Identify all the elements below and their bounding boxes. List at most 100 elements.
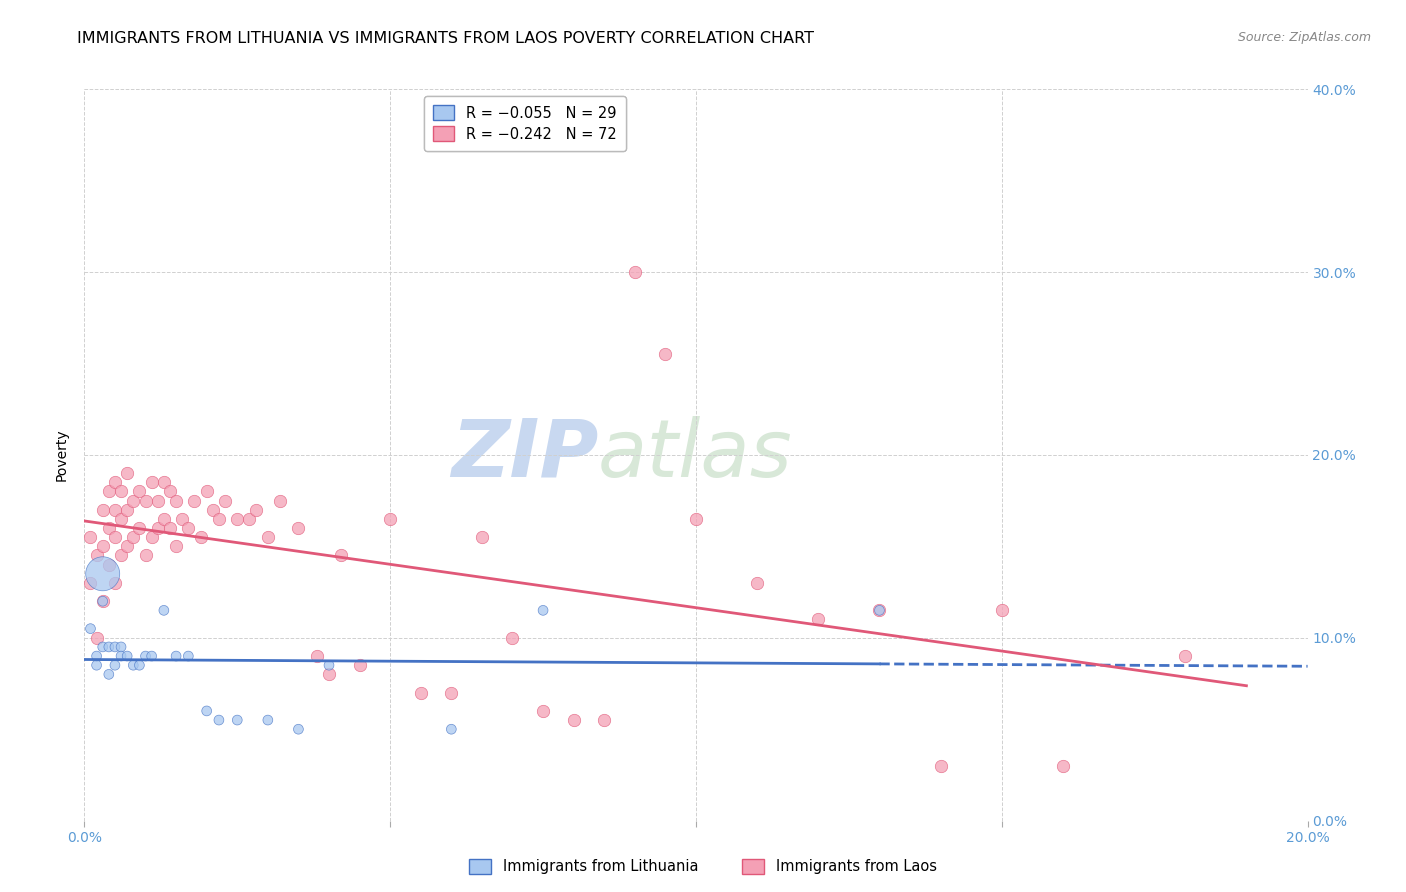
Point xyxy=(349,658,371,673)
Point xyxy=(318,658,340,673)
Point xyxy=(380,512,402,526)
Point xyxy=(929,758,952,772)
Point xyxy=(115,649,138,664)
Point xyxy=(79,622,101,636)
Point xyxy=(104,530,127,544)
Point xyxy=(165,649,187,664)
Point xyxy=(91,566,114,581)
Point xyxy=(122,530,145,544)
Point xyxy=(86,649,108,664)
Legend: R = −0.055   N = 29, R = −0.242   N = 72: R = −0.055 N = 29, R = −0.242 N = 72 xyxy=(423,96,626,151)
Point xyxy=(177,521,200,535)
Point xyxy=(122,658,145,673)
Point xyxy=(110,512,132,526)
Point xyxy=(214,493,236,508)
Point xyxy=(104,475,127,490)
Point xyxy=(869,603,891,617)
Point xyxy=(91,539,114,553)
Point xyxy=(531,603,554,617)
Point xyxy=(153,603,176,617)
Point xyxy=(593,713,616,727)
Text: ZIP: ZIP xyxy=(451,416,598,494)
Y-axis label: Poverty: Poverty xyxy=(55,429,69,481)
Point xyxy=(624,265,647,279)
Point xyxy=(104,503,127,517)
Point xyxy=(409,686,432,700)
Point xyxy=(471,530,494,544)
Point xyxy=(201,503,224,517)
Text: atlas: atlas xyxy=(598,416,793,494)
Point xyxy=(128,484,150,499)
Point xyxy=(141,475,163,490)
Point xyxy=(226,512,249,526)
Point xyxy=(305,649,328,664)
Point xyxy=(153,512,176,526)
Text: IMMIGRANTS FROM LITHUANIA VS IMMIGRANTS FROM LAOS POVERTY CORRELATION CHART: IMMIGRANTS FROM LITHUANIA VS IMMIGRANTS … xyxy=(77,31,814,46)
Point xyxy=(97,640,120,654)
Point xyxy=(104,640,127,654)
Point xyxy=(141,530,163,544)
Point xyxy=(1052,758,1074,772)
Point xyxy=(86,549,108,563)
Point xyxy=(1174,649,1197,664)
Point xyxy=(685,512,707,526)
Point xyxy=(79,530,101,544)
Point xyxy=(79,576,101,591)
Point xyxy=(86,631,108,645)
Text: Source: ZipAtlas.com: Source: ZipAtlas.com xyxy=(1237,31,1371,45)
Point xyxy=(159,484,181,499)
Point xyxy=(115,539,138,553)
Point xyxy=(128,658,150,673)
Point xyxy=(159,521,181,535)
Point xyxy=(104,576,127,591)
Point xyxy=(110,549,132,563)
Legend: Immigrants from Lithuania, Immigrants from Laos: Immigrants from Lithuania, Immigrants fr… xyxy=(464,853,942,880)
Point xyxy=(287,723,309,737)
Point xyxy=(195,484,218,499)
Point xyxy=(165,539,187,553)
Point xyxy=(257,530,280,544)
Point xyxy=(91,640,114,654)
Point xyxy=(330,549,353,563)
Point xyxy=(245,503,267,517)
Point xyxy=(110,640,132,654)
Point xyxy=(531,704,554,718)
Point xyxy=(269,493,291,508)
Point xyxy=(97,558,120,572)
Point xyxy=(195,704,218,718)
Point xyxy=(91,594,114,608)
Point xyxy=(172,512,194,526)
Point xyxy=(91,594,114,608)
Point xyxy=(135,649,157,664)
Point xyxy=(97,521,120,535)
Point xyxy=(226,713,249,727)
Point xyxy=(747,576,769,591)
Point xyxy=(165,493,187,508)
Point xyxy=(153,475,176,490)
Point xyxy=(110,484,132,499)
Point xyxy=(146,521,169,535)
Point xyxy=(238,512,260,526)
Point xyxy=(104,658,127,673)
Point xyxy=(115,503,138,517)
Point xyxy=(183,493,205,508)
Point xyxy=(440,686,463,700)
Point xyxy=(110,649,132,664)
Point xyxy=(502,631,524,645)
Point xyxy=(91,503,114,517)
Point xyxy=(135,549,157,563)
Point xyxy=(97,484,120,499)
Point xyxy=(318,667,340,681)
Point xyxy=(287,521,309,535)
Point xyxy=(562,713,585,727)
Point xyxy=(115,466,138,480)
Point xyxy=(86,658,108,673)
Point xyxy=(122,493,145,508)
Point xyxy=(146,493,169,508)
Point xyxy=(190,530,212,544)
Point xyxy=(97,667,120,681)
Point xyxy=(991,603,1014,617)
Point xyxy=(141,649,163,664)
Point xyxy=(257,713,280,727)
Point xyxy=(128,521,150,535)
